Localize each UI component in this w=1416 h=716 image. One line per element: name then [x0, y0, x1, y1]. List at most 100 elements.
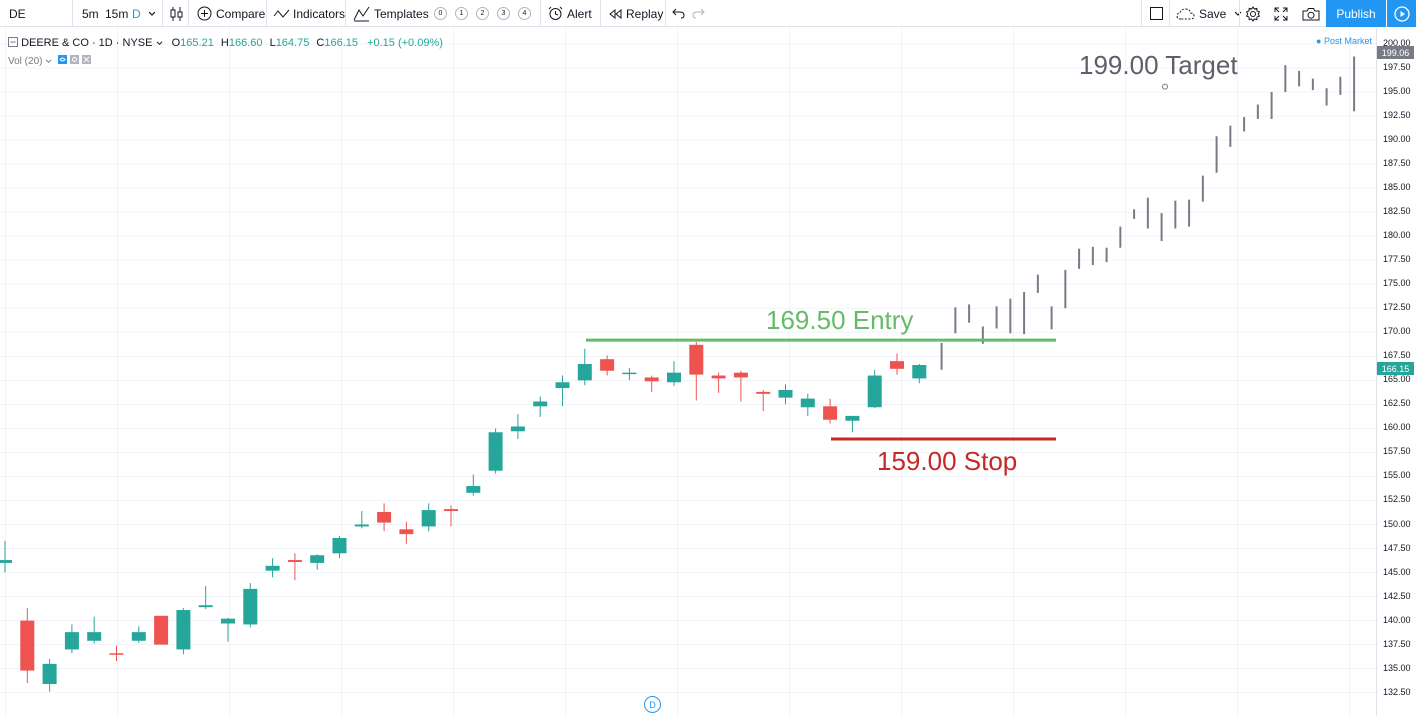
candle-body — [778, 389, 793, 398]
chevron-down-icon — [148, 11, 156, 16]
template-slot-0[interactable]: 0 — [434, 0, 447, 27]
candle — [243, 583, 258, 628]
candle-body — [265, 565, 280, 571]
toolbar-divider — [1169, 0, 1170, 27]
candle-body — [64, 632, 79, 650]
square-icon — [1150, 7, 1163, 20]
interval-5m[interactable]: 5m — [82, 0, 99, 27]
price-tick-label: 132.50 — [1383, 686, 1411, 697]
projection-series — [940, 56, 1356, 370]
interval-dropdown[interactable] — [148, 0, 156, 27]
candle — [109, 645, 124, 661]
toolbar-divider — [266, 0, 267, 27]
candle-body — [756, 391, 771, 394]
compare-button[interactable]: Compare — [197, 0, 265, 27]
post-market-label: Post Market — [1323, 36, 1372, 46]
templates-button[interactable]: Templates — [353, 0, 429, 27]
interval-daily[interactable]: D — [132, 0, 141, 27]
candle — [310, 554, 325, 570]
candle-body — [0, 560, 12, 563]
top-toolbar: DE 5m 15m D Compare Indicators Templates… — [0, 0, 1416, 27]
rewind-icon — [609, 8, 622, 19]
candle — [510, 413, 525, 439]
indicators-icon — [273, 9, 290, 18]
candle — [354, 511, 369, 529]
price-tick-label: 162.50 — [1383, 398, 1411, 409]
indicators-button[interactable]: Indicators — [273, 0, 345, 27]
candle-body — [533, 401, 548, 407]
candle-body — [154, 615, 169, 645]
toolbar-divider — [665, 0, 666, 27]
candle — [131, 626, 146, 643]
play-button[interactable] — [1387, 0, 1416, 27]
candles-icon — [170, 6, 183, 21]
chevron-down-icon[interactable] — [156, 41, 163, 46]
candle-body — [131, 632, 146, 641]
symbol-title[interactable]: DEERE & CO · 1D · NYSE — [21, 37, 153, 49]
price-tick-label: 195.00 — [1383, 86, 1411, 97]
candle — [711, 372, 726, 393]
price-tick-label: 180.00 — [1383, 230, 1411, 241]
candle — [87, 616, 102, 644]
price-tick-label: 147.50 — [1383, 542, 1411, 553]
play-icon — [1393, 5, 1410, 22]
candle-body — [845, 415, 860, 421]
chevron-down-icon — [1234, 11, 1242, 16]
price-tick-label: 192.50 — [1383, 110, 1411, 121]
target-annotation[interactable]: 199.00 Target — [1079, 49, 1238, 80]
collapse-icon[interactable] — [8, 37, 18, 47]
publish-label: Publish — [1336, 6, 1376, 21]
candle — [332, 536, 347, 559]
template-slot-1[interactable]: 1 — [455, 0, 468, 27]
interval-15m[interactable]: 15m — [105, 0, 128, 27]
volume-label[interactable]: Vol (20) — [8, 56, 43, 67]
fullscreen-button[interactable] — [1274, 0, 1288, 27]
candle-body — [399, 529, 414, 535]
candle-body — [421, 510, 436, 527]
candle — [221, 617, 235, 642]
chart-style-button[interactable] — [170, 0, 183, 27]
settings-icon[interactable] — [69, 55, 79, 64]
template-slot-4[interactable]: 4 — [518, 0, 531, 27]
candle — [912, 364, 927, 384]
close-label: C — [316, 37, 325, 49]
entry-annotation[interactable]: 169.50 Entry — [766, 305, 914, 336]
templates-icon — [353, 6, 370, 21]
candle — [176, 608, 191, 655]
publish-button[interactable]: Publish — [1326, 0, 1386, 27]
alert-button[interactable]: Alert — [548, 0, 592, 27]
undo-button[interactable] — [672, 0, 685, 27]
replay-button[interactable]: Replay — [608, 0, 663, 27]
toolbar-divider — [540, 0, 541, 27]
date-marker[interactable]: D — [644, 696, 661, 713]
symbol-search[interactable]: DE — [9, 0, 26, 27]
price-tick-label: 137.50 — [1383, 638, 1411, 649]
price-chart[interactable] — [0, 28, 1416, 716]
chevron-down-icon[interactable] — [45, 59, 52, 64]
target-price-tag: 199.06 — [1377, 46, 1414, 60]
settings-button[interactable] — [1245, 0, 1261, 27]
candle-body — [711, 375, 726, 379]
candle — [823, 398, 838, 424]
candle — [287, 553, 302, 581]
layout-button[interactable] — [1150, 0, 1163, 27]
toolbar-divider — [345, 0, 346, 27]
candle — [890, 353, 904, 375]
high-label: H — [220, 37, 229, 49]
visibility-icon[interactable] — [58, 55, 68, 64]
template-slot-2[interactable]: 2 — [476, 0, 489, 27]
candle — [622, 367, 637, 381]
toolbar-divider — [162, 0, 163, 27]
close-icon[interactable] — [81, 55, 91, 64]
template-slot-3[interactable]: 3 — [497, 0, 510, 27]
snapshot-button[interactable] — [1302, 0, 1320, 27]
redo-button[interactable] — [692, 0, 705, 27]
compare-label: Compare — [216, 6, 266, 21]
interval-label: 5m — [82, 6, 99, 21]
price-tick-label: 185.00 — [1383, 182, 1411, 193]
save-button[interactable]: Save — [1176, 0, 1242, 27]
stop-annotation[interactable]: 159.00 Stop — [877, 446, 1018, 476]
candle-body — [42, 663, 57, 685]
candle — [466, 474, 481, 496]
interval-label: D — [132, 6, 141, 21]
